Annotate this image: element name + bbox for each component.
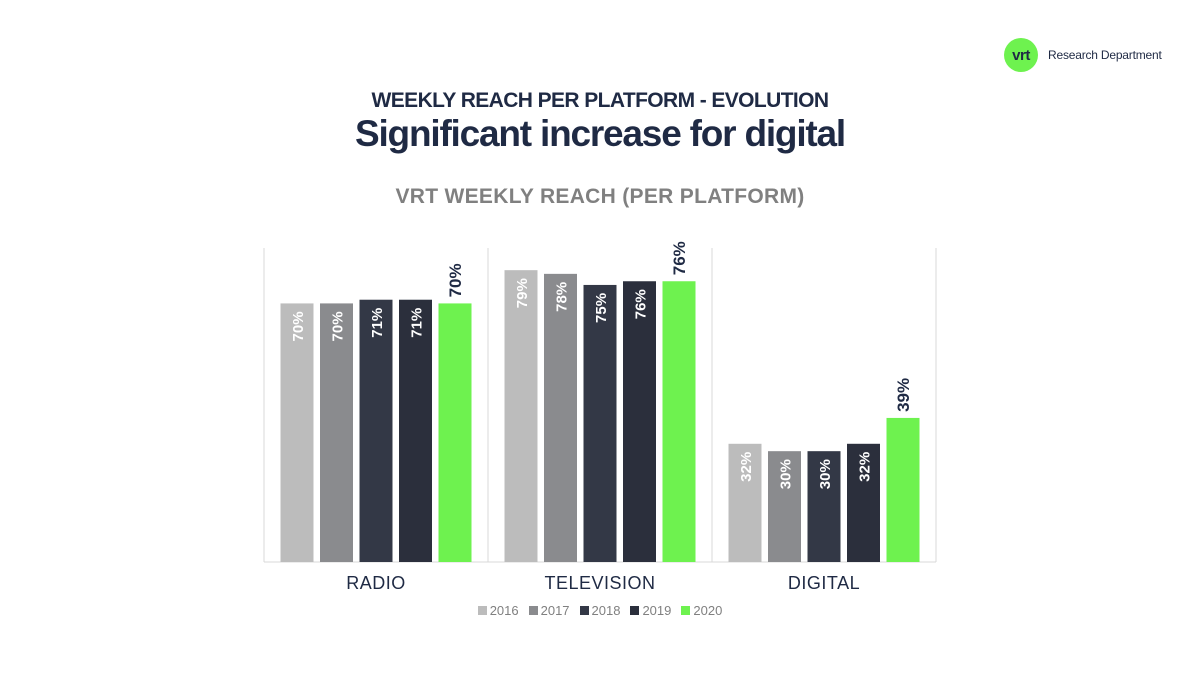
category-label-digital: DIGITAL xyxy=(788,573,860,593)
legend-label: 2017 xyxy=(540,603,570,618)
data-label: 32% xyxy=(738,452,755,482)
category-label-radio: RADIO xyxy=(346,573,406,593)
chart-title: VRT WEEKLY REACH (PER PLATFORM) xyxy=(395,185,805,208)
legend-label: 2019 xyxy=(642,603,672,618)
data-label: 70% xyxy=(290,311,307,341)
legend-swatch xyxy=(630,606,640,615)
data-label: 79% xyxy=(514,278,531,308)
legend-item-2019: 2019 xyxy=(630,603,671,618)
chart-legend: 2016 2017 2018 2019 2020 xyxy=(0,603,1200,618)
bar-radio-2018 xyxy=(359,299,393,562)
data-label: 30% xyxy=(817,459,834,489)
bar-radio-2020 xyxy=(438,303,472,562)
legend-item-2018: 2018 xyxy=(579,603,621,618)
research-department-label: Research Department xyxy=(1048,48,1162,62)
data-label: 39% xyxy=(894,378,913,412)
legend-label: 2018 xyxy=(591,603,621,618)
bar-digital-2020 xyxy=(886,417,920,562)
data-label: 70% xyxy=(330,311,347,341)
data-label: 76% xyxy=(670,241,689,275)
bar-television-2018 xyxy=(583,284,617,562)
bar-television-2019 xyxy=(623,281,656,562)
legend-item-2020: 2020 xyxy=(681,603,722,618)
legend-swatch xyxy=(681,606,691,615)
legend-label: 2016 xyxy=(489,603,519,618)
bar-television-2020 xyxy=(662,281,696,562)
slide-subtitle: WEEKLY REACH PER PLATFORM - EVOLUTION xyxy=(371,89,830,112)
bar-radio-2016 xyxy=(280,303,314,562)
bar-digital-2018 xyxy=(807,451,841,562)
legend-label: 2020 xyxy=(693,603,723,618)
bar-radio-2017 xyxy=(320,303,353,562)
bar-digital-2019 xyxy=(847,443,880,562)
bar-digital-2017 xyxy=(768,451,801,562)
data-label: 70% xyxy=(446,263,465,297)
legend-swatch xyxy=(477,606,487,615)
bar-television-2017 xyxy=(544,273,577,562)
data-label: 76% xyxy=(633,289,650,319)
data-label: 71% xyxy=(369,308,386,338)
bar-radio-2019 xyxy=(399,299,432,562)
legend-swatch xyxy=(579,606,589,615)
data-label: 32% xyxy=(857,452,874,482)
data-label: 71% xyxy=(409,308,426,338)
legend-swatch xyxy=(528,606,538,615)
category-label-television: TELEVISION xyxy=(544,573,655,593)
data-label: 75% xyxy=(593,293,610,323)
legend-item-2016: 2016 xyxy=(477,603,519,618)
bar-digital-2016 xyxy=(728,443,762,562)
vrt-logo: vrt Research Department xyxy=(1004,38,1162,72)
vrt-logo-badge: vrt xyxy=(1004,38,1038,72)
bar-television-2016 xyxy=(504,270,538,562)
data-label: 78% xyxy=(554,282,571,312)
data-label: 30% xyxy=(778,459,795,489)
slide-title: Significant increase for digital xyxy=(355,113,846,154)
legend-item-2017: 2017 xyxy=(528,603,570,618)
